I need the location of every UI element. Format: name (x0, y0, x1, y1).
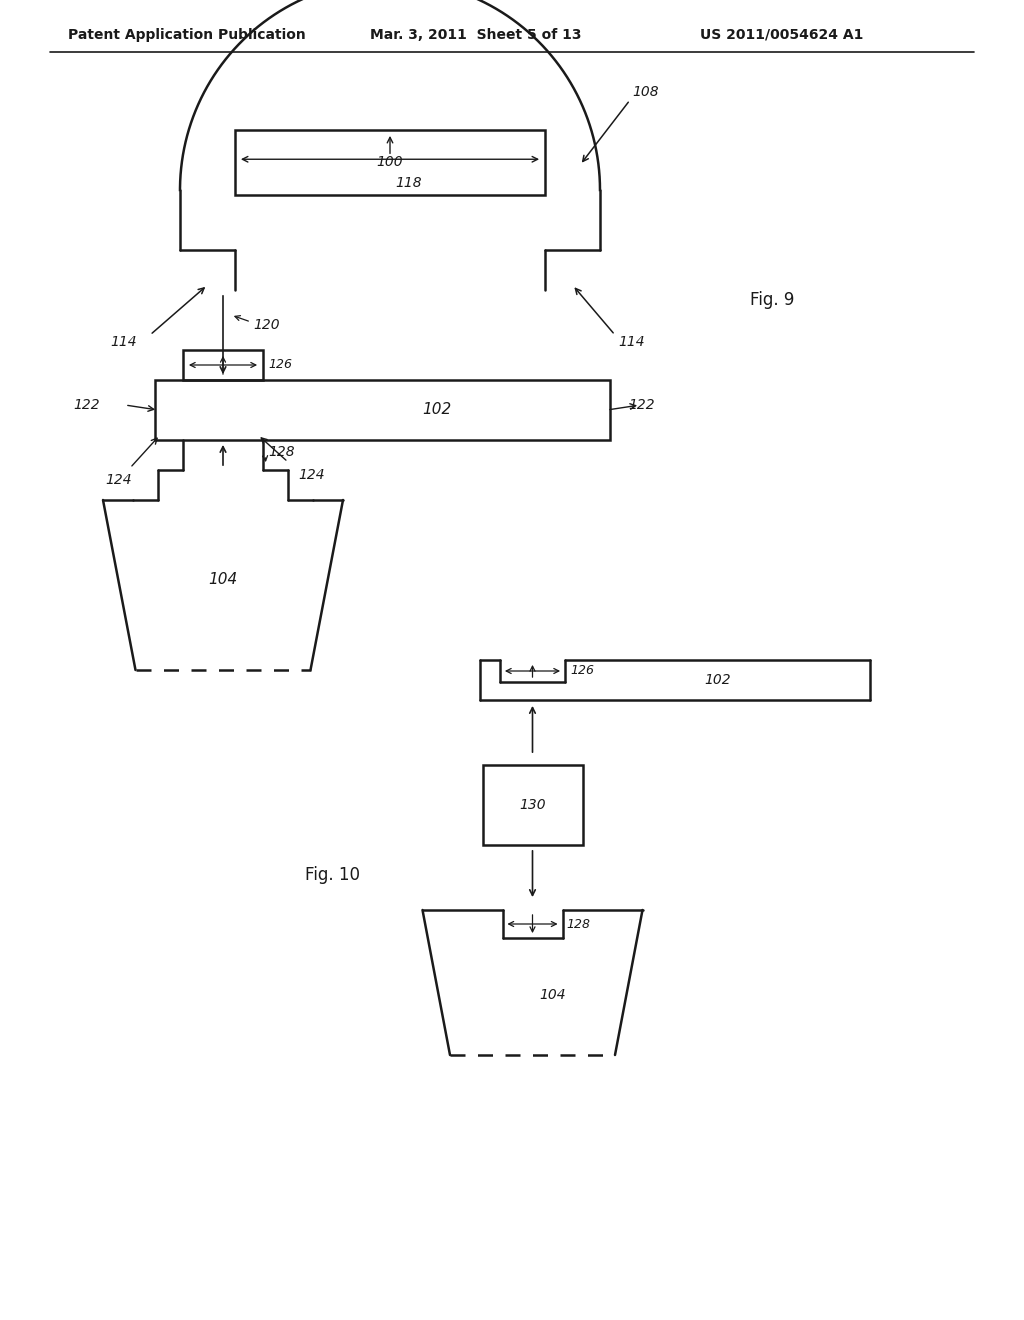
Text: 104: 104 (540, 987, 566, 1002)
Text: 108: 108 (632, 84, 658, 99)
Text: 102: 102 (705, 673, 731, 686)
Bar (482, 766, 583, 845)
Text: 128: 128 (566, 917, 591, 931)
Text: 120: 120 (253, 318, 280, 333)
Text: 124: 124 (298, 469, 325, 482)
Bar (155, 380, 610, 440)
Text: Mar. 3, 2011  Sheet 5 of 13: Mar. 3, 2011 Sheet 5 of 13 (370, 28, 582, 42)
Bar (183, 350, 263, 380)
Text: 124: 124 (105, 473, 132, 487)
Text: 128: 128 (268, 445, 295, 459)
Text: 130: 130 (519, 799, 546, 812)
Text: 126: 126 (570, 664, 594, 677)
Text: 100: 100 (377, 156, 403, 169)
Text: 122: 122 (628, 399, 654, 412)
Text: 114: 114 (110, 335, 136, 348)
Text: Fig. 10: Fig. 10 (305, 866, 360, 884)
Text: 122: 122 (74, 399, 100, 412)
Text: 118: 118 (395, 176, 422, 190)
Bar (234, 129, 545, 195)
Text: 102: 102 (423, 403, 452, 417)
Text: Fig. 9: Fig. 9 (750, 290, 795, 309)
Text: US 2011/0054624 A1: US 2011/0054624 A1 (700, 28, 863, 42)
Text: 114: 114 (618, 335, 645, 348)
Text: 104: 104 (208, 573, 238, 587)
Text: 126: 126 (268, 359, 292, 371)
Text: Patent Application Publication: Patent Application Publication (68, 28, 306, 42)
